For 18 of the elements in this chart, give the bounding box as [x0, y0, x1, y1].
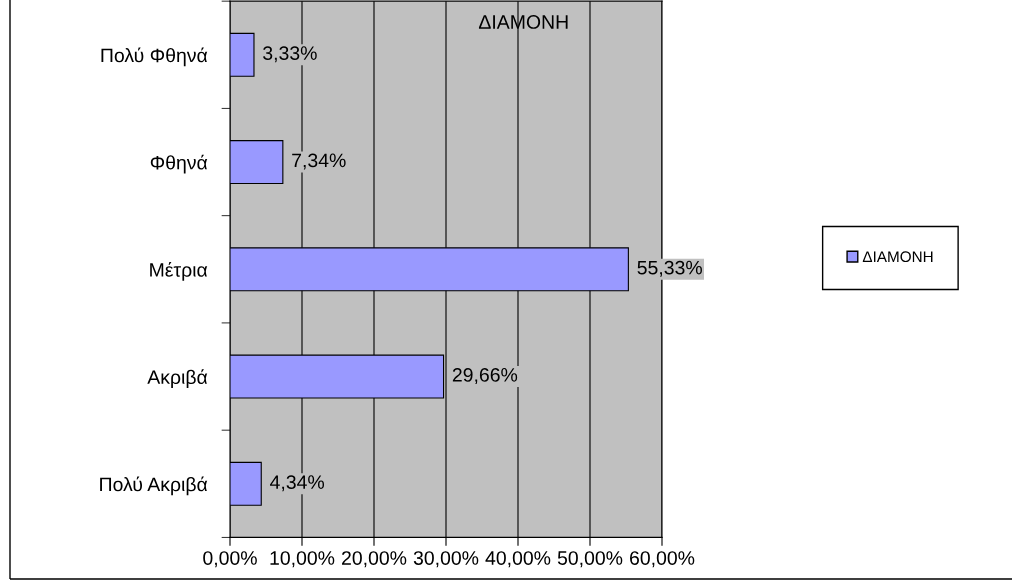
- x-tick-label: 0,00%: [203, 551, 257, 568]
- x-tick-label: 30,00%: [413, 551, 479, 568]
- y-tick-label: Πολύ Ακριβά: [100, 476, 208, 496]
- data-label: 3,33%: [263, 46, 317, 63]
- x-tick-label: 50,00%: [557, 551, 623, 568]
- y-tick-label: Φθηνά: [150, 154, 208, 174]
- data-label: 7,34%: [292, 153, 346, 170]
- x-tick-label: 10,00%: [270, 551, 335, 568]
- data-label: 4,34%: [270, 475, 325, 492]
- x-tick-label: 20,00%: [342, 551, 407, 568]
- x-tick-label: 60,00%: [630, 551, 695, 568]
- y-tick-label: Ακριβά: [147, 369, 208, 388]
- legend-label: ΔΙΑΜΟΝΗ: [862, 251, 933, 263]
- y-tick-label: Πολύ Φθηνά: [101, 47, 208, 67]
- data-label: 29,66%: [452, 368, 518, 385]
- y-tick-label: Μέτρια: [150, 261, 208, 281]
- x-tick-label: 40,00%: [485, 551, 551, 568]
- data-label: 55,33%: [637, 260, 702, 277]
